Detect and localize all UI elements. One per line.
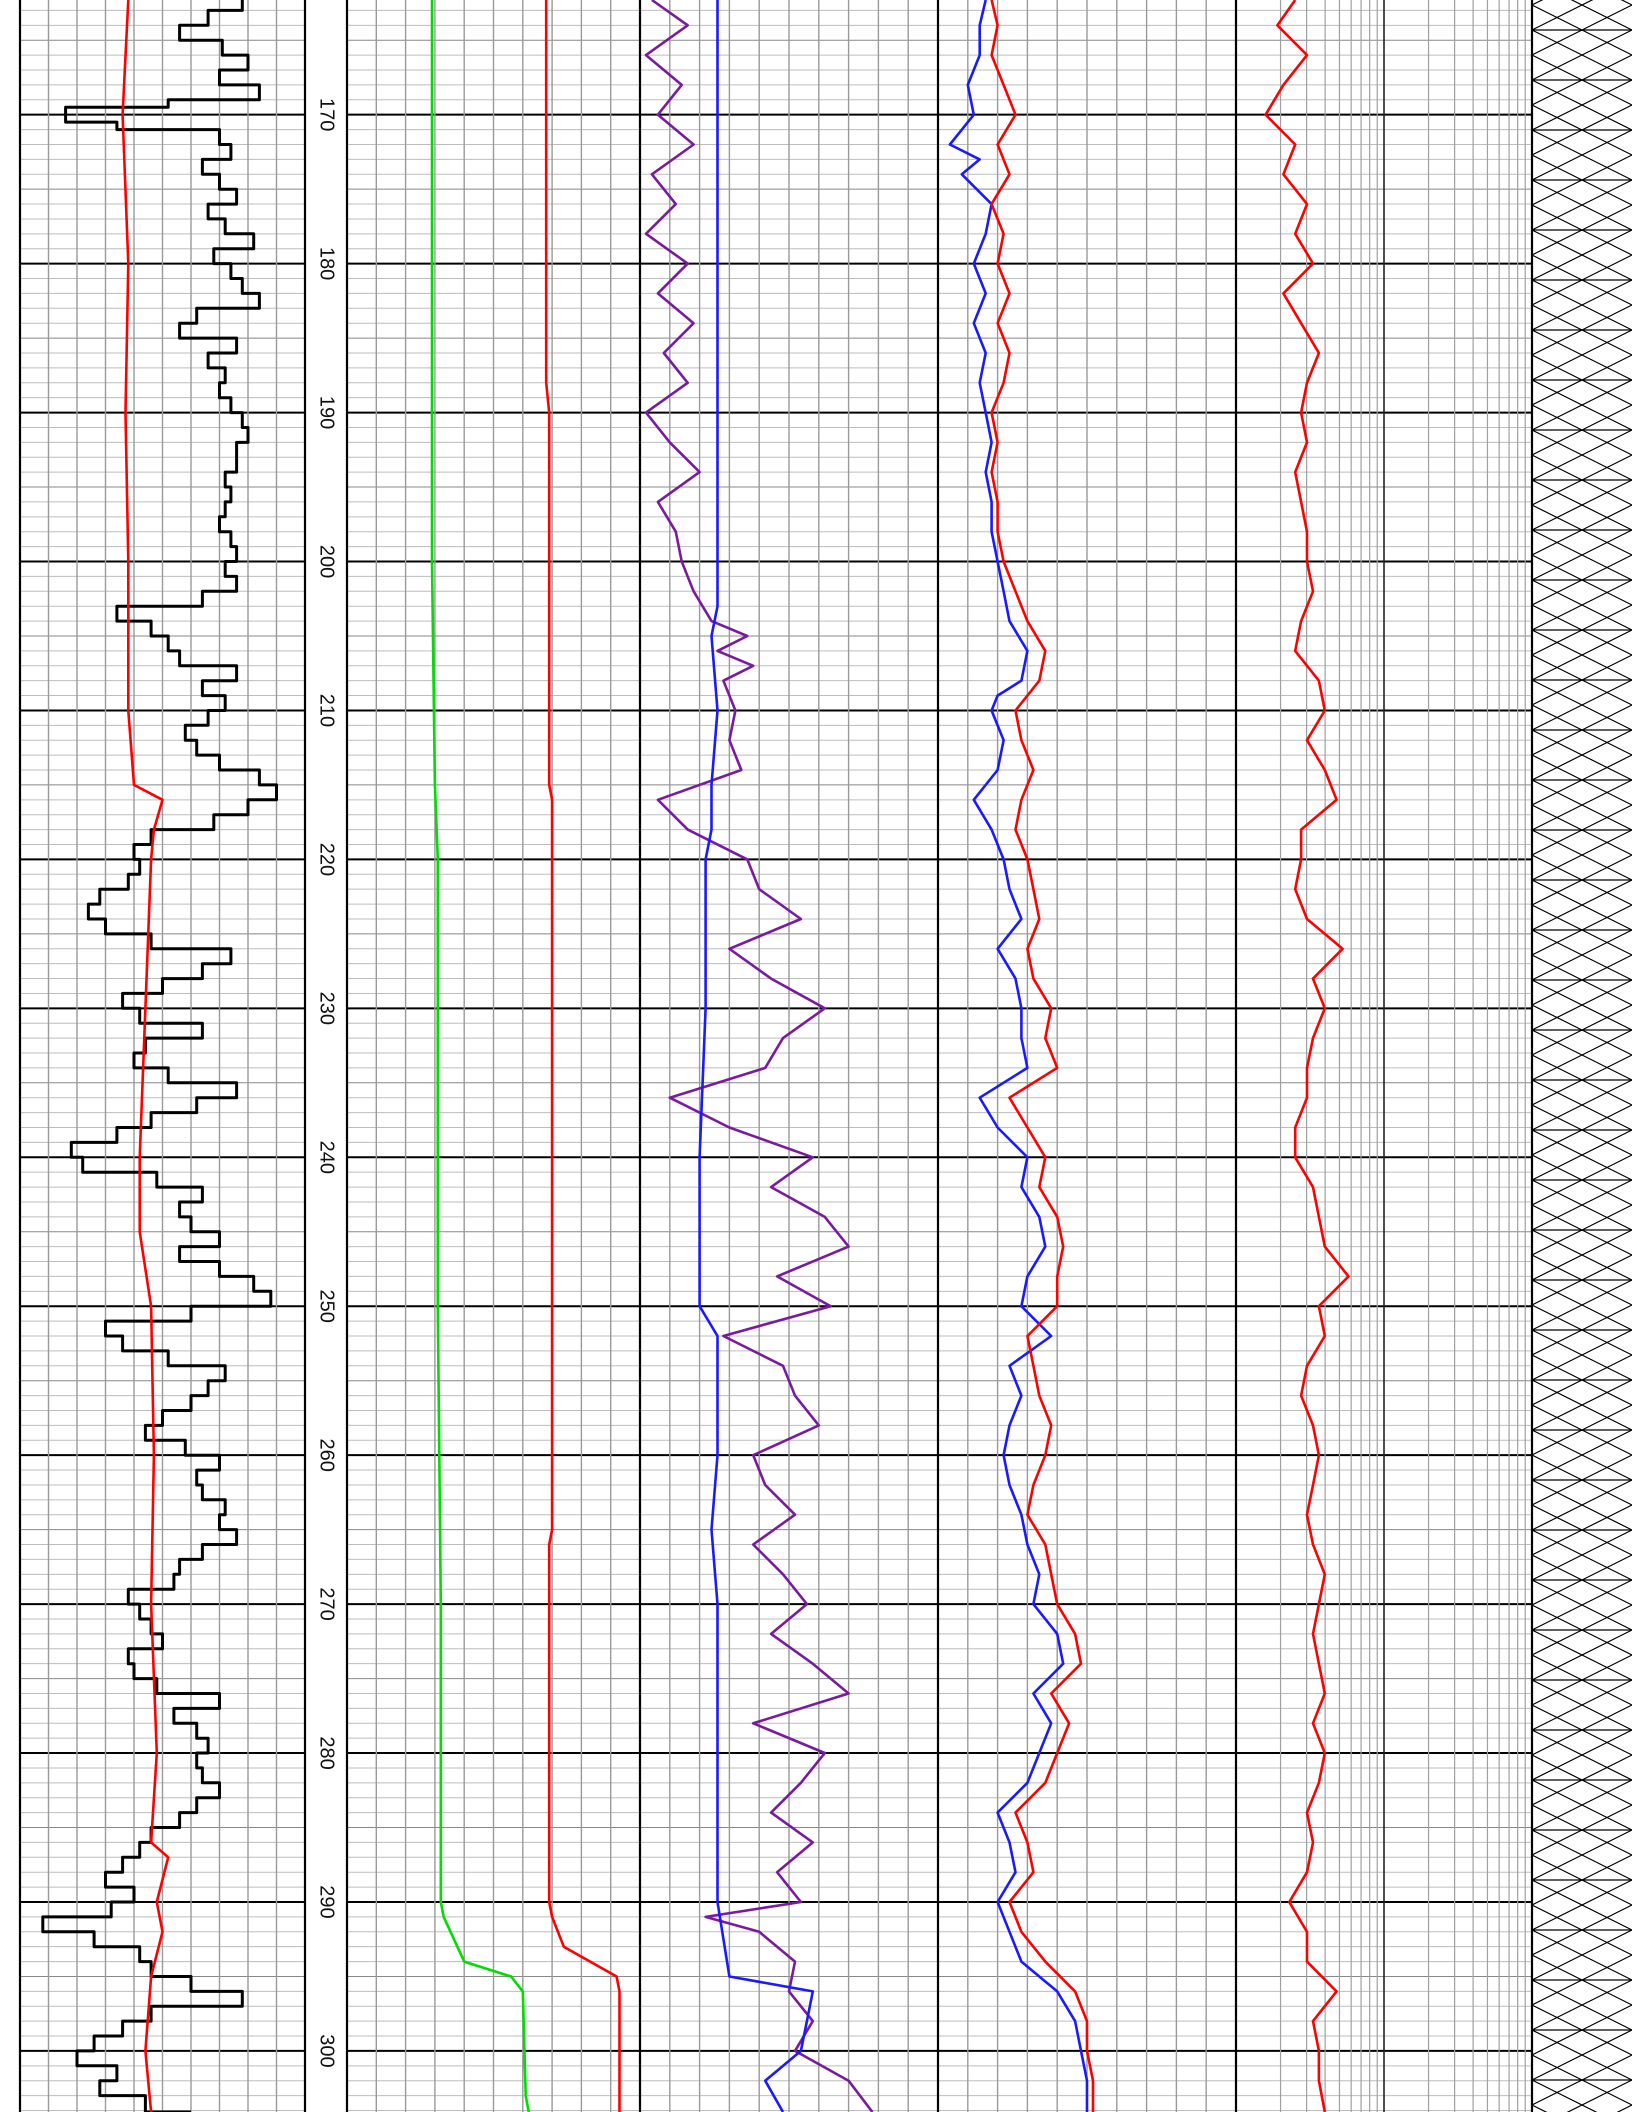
litho-hatch xyxy=(1531,729,1632,781)
litho-hatch xyxy=(1531,929,1632,981)
litho-hatch xyxy=(1531,379,1632,431)
litho-hatch xyxy=(1531,529,1632,581)
curve-track-3-1 xyxy=(644,0,874,2112)
depth-label: 180 xyxy=(316,247,338,280)
curve-track-5-1 xyxy=(1264,0,1350,2112)
litho-hatch xyxy=(1531,1329,1632,1381)
litho-hatch xyxy=(1531,429,1632,481)
curve-track-3-2 xyxy=(698,0,815,2112)
litho-diamond xyxy=(1530,2079,1632,2112)
litho-hatch xyxy=(1531,1229,1632,1281)
litho-hatch xyxy=(1531,879,1632,931)
depth-label: 300 xyxy=(316,2034,338,2067)
litho-hatch xyxy=(1531,1679,1632,1731)
curve-track-2-1 xyxy=(430,0,530,2112)
litho-hatch xyxy=(1531,2079,1598,2112)
litho-hatch xyxy=(1531,579,1632,631)
litho-hatch xyxy=(1531,1429,1632,1481)
litho-hatch xyxy=(1531,329,1632,381)
litho-hatch xyxy=(1531,2029,1632,2081)
curves xyxy=(41,0,1350,2112)
litho-hatch xyxy=(1531,479,1632,531)
litho-hatch xyxy=(1531,1729,1632,1781)
litho-hatch xyxy=(1531,1779,1632,1831)
depth-label: 220 xyxy=(316,843,338,876)
litho-hatch xyxy=(1531,79,1632,131)
litho-hatch xyxy=(1531,779,1632,831)
depth-label: 190 xyxy=(316,396,338,429)
depth-label: 170 xyxy=(316,98,338,131)
lithology-column xyxy=(1530,0,1632,2112)
depth-label: 260 xyxy=(316,1438,338,1471)
litho-hatch xyxy=(1566,2079,1632,2112)
litho-hatch xyxy=(1531,1979,1632,2031)
litho-hatch xyxy=(1531,29,1632,81)
depth-label: 240 xyxy=(316,1141,338,1174)
track-grid xyxy=(20,0,1532,2112)
depth-label: 250 xyxy=(316,1290,338,1323)
litho-hatch xyxy=(1531,679,1632,731)
litho-hatch xyxy=(1531,1929,1632,1981)
depth-label: 200 xyxy=(316,545,338,578)
litho-hatch xyxy=(1531,129,1632,181)
depth-label: 230 xyxy=(316,992,338,1025)
curve-track-1-1 xyxy=(41,0,278,2112)
litho-hatch xyxy=(1531,1629,1632,1681)
curve-track-2-2 xyxy=(544,0,621,2112)
litho-hatch xyxy=(1531,1279,1632,1331)
litho-hatch xyxy=(1531,629,1632,681)
litho-hatch xyxy=(1531,1079,1632,1131)
litho-hatch xyxy=(1531,1829,1632,1881)
litho-hatch xyxy=(1531,1529,1632,1581)
curve-track-4-2 xyxy=(990,0,1095,2112)
depth-label: 210 xyxy=(316,694,338,727)
litho-hatch xyxy=(1531,1579,1632,1631)
depth-label: 290 xyxy=(316,1885,338,1918)
litho-hatch xyxy=(1531,1179,1632,1231)
litho-hatch xyxy=(1531,229,1632,281)
litho-hatch xyxy=(1531,1379,1632,1431)
litho-hatch xyxy=(1531,1029,1632,1081)
depth-axis: 170 180 190 200 210 220 230 240 250 260 270 280 290 3… xyxy=(316,98,338,2068)
litho-hatch xyxy=(1531,979,1632,1031)
track-borders xyxy=(18,0,1534,2112)
litho-hatch xyxy=(1531,0,1594,31)
litho-hatch xyxy=(1531,279,1632,331)
curve-track-1-2 xyxy=(121,0,170,2112)
depth-label: 270 xyxy=(316,1587,338,1620)
curve-track-4-1 xyxy=(948,0,1089,2112)
depth-label: 280 xyxy=(316,1736,338,1769)
litho-hatch xyxy=(1531,1129,1632,1181)
litho-hatch xyxy=(1531,829,1632,881)
litho-hatch xyxy=(1531,1879,1632,1931)
litho-hatch xyxy=(1531,179,1632,231)
litho-hatch xyxy=(1531,1479,1632,1531)
